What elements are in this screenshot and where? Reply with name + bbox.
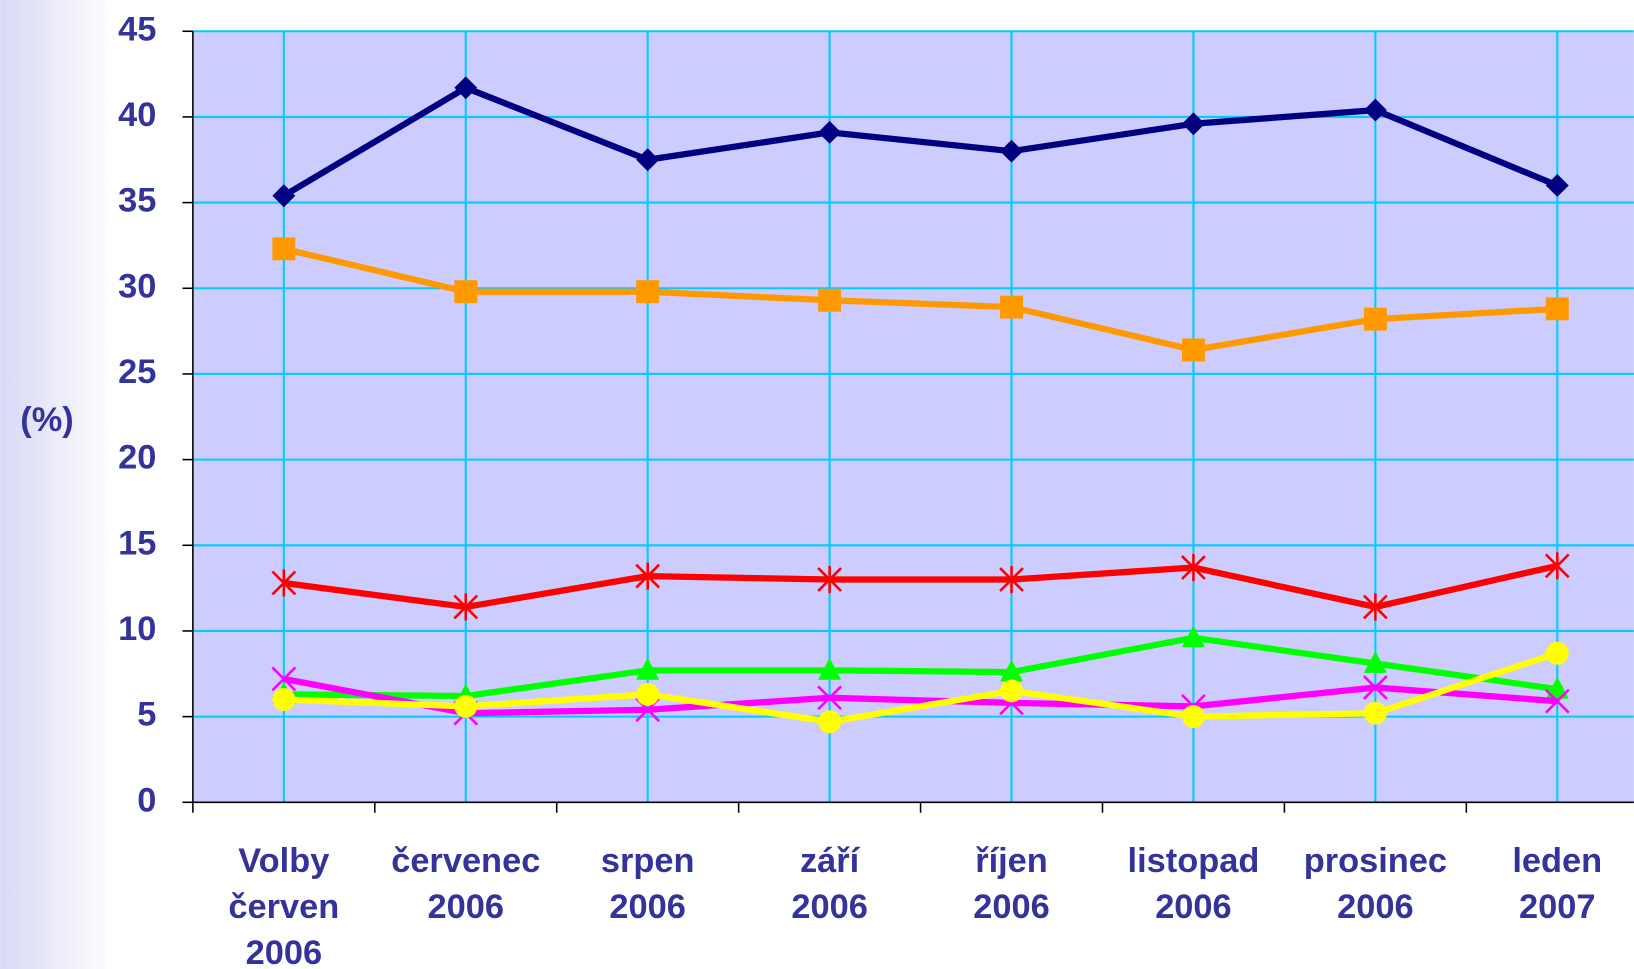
marker <box>1181 625 1205 648</box>
marker <box>272 237 296 261</box>
x-tick-label: říjen 2006 <box>973 840 1050 926</box>
x-tick-label-box: září 2006 <box>791 840 868 926</box>
marker <box>1363 307 1387 331</box>
x-tick-label: září 2006 <box>791 840 868 926</box>
marker <box>1000 659 1023 682</box>
marker <box>817 685 842 711</box>
marker <box>636 148 660 172</box>
marker <box>1545 676 1569 699</box>
x-tick-label: prosinec 2006 <box>1303 840 1448 926</box>
marker <box>454 280 478 304</box>
x-tick-label: leden 2007 <box>1512 840 1603 926</box>
y-tick-label: 45 <box>118 10 156 48</box>
marker <box>1362 593 1388 621</box>
marker <box>1181 705 1205 729</box>
marker <box>818 657 842 680</box>
series-line <box>283 650 1559 725</box>
marker <box>454 76 478 100</box>
series-line <box>283 675 1558 717</box>
series-line <box>283 245 1558 354</box>
y-tick-label: 10 <box>118 610 156 648</box>
y-tick-label: 25 <box>118 353 156 391</box>
marker <box>272 184 296 208</box>
x-tick-label-box: leden 2007 <box>1512 840 1603 926</box>
marker <box>1545 641 1569 665</box>
marker <box>817 566 842 594</box>
marker <box>1363 651 1387 673</box>
y-tick-label: 35 <box>118 182 156 220</box>
marker <box>454 694 478 718</box>
x-tick-label: červenec 2006 <box>391 840 541 926</box>
plot-area <box>192 31 1634 803</box>
marker <box>1363 701 1387 725</box>
x-tick-label: Volby červen 2006 <box>228 840 340 969</box>
y-tick-label: 40 <box>118 96 156 134</box>
marker <box>818 710 842 734</box>
marker <box>1545 297 1569 321</box>
marker <box>453 593 479 621</box>
y-tick-label: 15 <box>118 524 156 562</box>
marker <box>635 562 661 590</box>
marker <box>818 288 842 312</box>
marker <box>1544 688 1570 714</box>
x-tick-label-box: listopad 2006 <box>1127 840 1260 926</box>
marker <box>636 682 660 706</box>
x-tick-label: srpen 2006 <box>600 840 695 926</box>
marker <box>1362 675 1388 700</box>
marker <box>1181 338 1205 362</box>
marker <box>1544 552 1570 580</box>
marker <box>1000 295 1023 319</box>
series-line <box>283 634 1558 700</box>
marker <box>271 569 297 597</box>
marker <box>272 688 296 711</box>
y-tick-label: 30 <box>118 267 156 305</box>
x-tick-label-box: prosinec 2006 <box>1303 840 1448 926</box>
marker <box>271 666 297 692</box>
y-tick-label: 0 <box>137 781 156 819</box>
marker <box>636 280 660 304</box>
side-strip <box>0 0 115 969</box>
marker <box>1000 139 1023 163</box>
y-axis-label: (%) <box>20 401 73 439</box>
marker <box>1181 112 1205 136</box>
y-tick-label: 5 <box>137 696 156 734</box>
marker <box>636 657 660 680</box>
x-tick-label-box: říjen 2006 <box>973 840 1050 926</box>
x-tick-label-box: srpen 2006 <box>600 840 695 926</box>
marker <box>1181 554 1206 582</box>
marker <box>1000 679 1023 703</box>
series-line <box>282 84 1559 199</box>
marker <box>818 120 842 144</box>
marker <box>999 566 1024 594</box>
series-line <box>283 562 1558 611</box>
x-tick-label: listopad 2006 <box>1127 840 1260 926</box>
y-tick-label: 20 <box>118 439 156 477</box>
x-tick-label-box: Volby červen 2006 <box>228 840 340 969</box>
x-tick-label-box: červenec 2006 <box>391 840 541 926</box>
